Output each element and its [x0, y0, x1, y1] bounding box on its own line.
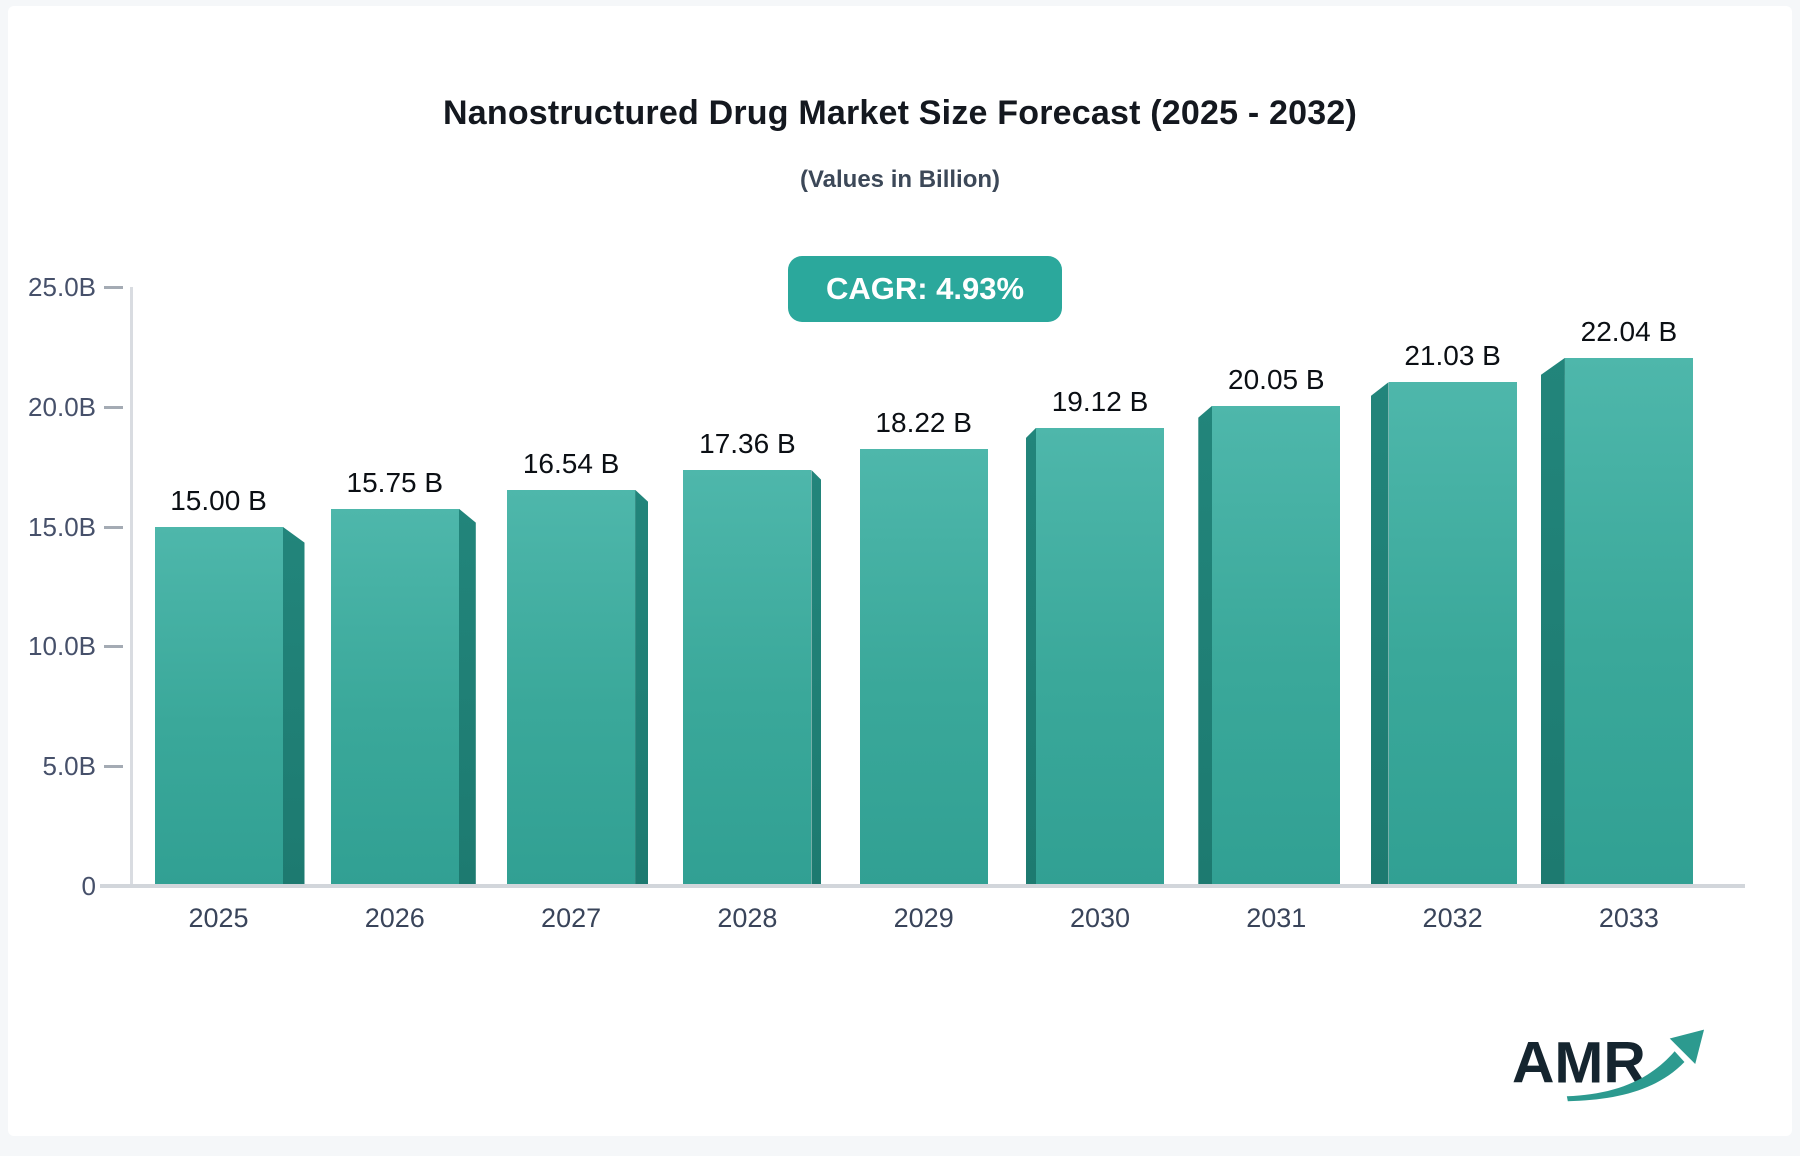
bar-value-label: 18.22 B	[875, 407, 972, 439]
cagr-badge-label: CAGR: 4.93%	[825, 271, 1025, 306]
cagr-badge: CAGR: 4.93%	[788, 256, 1062, 322]
y-tick-mark	[104, 765, 123, 769]
bar-face	[1212, 405, 1341, 886]
y-tick-label: 25.0B	[28, 272, 96, 302]
y-tick-label: 10.0B	[28, 631, 96, 662]
bar-2031	[1198, 405, 1341, 886]
bar-2028	[683, 470, 822, 886]
x-label-2027: 2027	[541, 903, 602, 933]
bar-face	[683, 470, 812, 886]
y-tick-label: 5.0B	[42, 751, 97, 782]
bar-side-bevel	[458, 508, 476, 886]
bar-side-bevel	[1540, 357, 1565, 886]
x-label-2026: 2026	[364, 903, 425, 933]
amr-logo-graphic: AMR	[1512, 1029, 1705, 1102]
x-label-2032: 2032	[1422, 903, 1483, 933]
amr-logo: AMR	[1510, 1021, 1706, 1108]
x-label-2030: 2030	[1069, 903, 1131, 933]
bar-face	[507, 489, 636, 886]
y-tick-label: 0	[81, 871, 96, 901]
page-title: Nanostructured Drug Market Size Forecast…	[443, 94, 1357, 132]
y-tick-mark	[104, 645, 123, 649]
y-tick-label: 15.0B	[28, 511, 96, 542]
bar-face	[1036, 427, 1164, 886]
x-label-2031: 2031	[1246, 903, 1307, 933]
bar-value-label: 21.03 B	[1404, 340, 1501, 372]
bar-2033	[1540, 357, 1693, 886]
bar-face	[330, 508, 459, 886]
bar-2029	[859, 449, 988, 886]
x-axis-line	[100, 884, 1745, 888]
bar-value-label: 16.54 B	[522, 447, 620, 479]
bar-value-label: 15.00 B	[170, 484, 267, 516]
bar-2030	[1026, 427, 1164, 886]
bar-value-label: 20.05 B	[1228, 363, 1325, 395]
bar-side-bevel	[1370, 382, 1389, 886]
bar-side-bevel	[635, 489, 649, 886]
bar-face	[859, 449, 988, 886]
amr-logo-arrow-swoosh	[1566, 1051, 1685, 1102]
bar-2027	[507, 489, 649, 886]
amr-logo-text: AMR	[1512, 1031, 1646, 1096]
bar-value-label: 19.12 B	[1051, 385, 1149, 417]
bar-side-bevel	[282, 526, 305, 886]
x-label-2028: 2028	[717, 903, 778, 933]
bar-value-label: 17.36 B	[699, 428, 796, 460]
bar-face	[1388, 382, 1517, 886]
x-label-2025: 2025	[188, 903, 249, 933]
bar-face	[1564, 357, 1693, 886]
bar-side-bevel	[1198, 405, 1213, 886]
bar-2026	[330, 508, 476, 886]
x-label-2029: 2029	[893, 903, 954, 933]
bar-2032	[1370, 382, 1517, 886]
bar-face	[154, 526, 283, 886]
bar-side-bevel	[811, 470, 822, 886]
bar-side-bevel	[1026, 427, 1036, 886]
y-axis-line	[130, 287, 133, 886]
chart-subtitle: (Values in Billion)	[799, 166, 1001, 193]
y-tick-mark	[104, 286, 123, 289]
y-tick-label: 20.0B	[28, 391, 96, 422]
x-label-2033: 2033	[1598, 903, 1659, 933]
y-tick-mark	[104, 525, 123, 529]
bar-value-label: 15.75 B	[346, 466, 444, 498]
bar-2025	[154, 526, 305, 886]
amr-logo-arrowhead	[1669, 1029, 1705, 1064]
y-tick-mark	[104, 405, 123, 409]
bar-value-label: 22.04 B	[1580, 315, 1678, 347]
